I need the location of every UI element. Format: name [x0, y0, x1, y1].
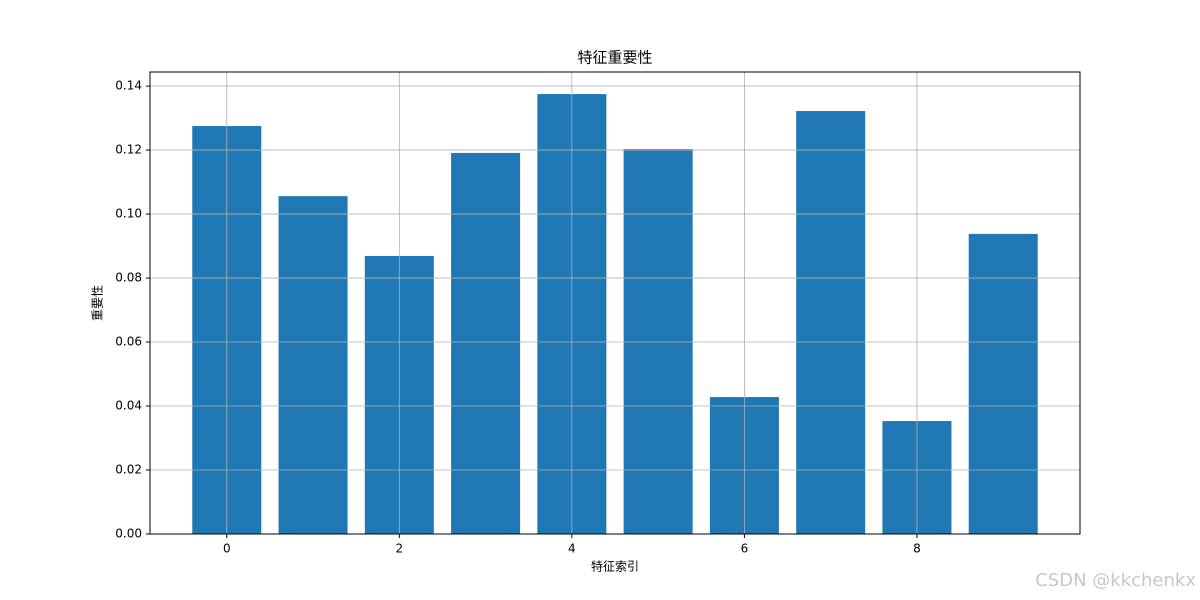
y-tick-label: 0.10 — [115, 207, 142, 221]
y-tick-label: 0.12 — [115, 143, 142, 157]
plot-frame — [149, 71, 1081, 535]
bar — [968, 233, 1038, 534]
chart-title: 特征重要性 — [577, 49, 652, 67]
x-tick-label: 2 — [396, 542, 404, 556]
y-axis-label: 重要性 — [91, 285, 105, 321]
x-tick-label: 4 — [568, 542, 576, 556]
bar — [451, 152, 521, 534]
x-axis-label: 特征索引 — [591, 559, 639, 574]
y-tick-label: 0.08 — [115, 271, 142, 285]
x-tick-label: 6 — [741, 542, 749, 556]
y-tick-label: 0.04 — [115, 399, 142, 413]
y-tick-label: 0.02 — [115, 463, 142, 477]
x-tick-label: 0 — [223, 542, 231, 556]
watermark: CSDN @kkchenkx — [1035, 570, 1196, 591]
bar — [796, 111, 866, 535]
bar — [278, 196, 348, 535]
y-tick-label: 0.06 — [115, 335, 142, 349]
x-tick-label: 8 — [913, 542, 921, 556]
bar — [623, 149, 693, 535]
y-tick-label: 0.00 — [115, 527, 142, 541]
y-tick-label: 0.14 — [115, 79, 142, 93]
